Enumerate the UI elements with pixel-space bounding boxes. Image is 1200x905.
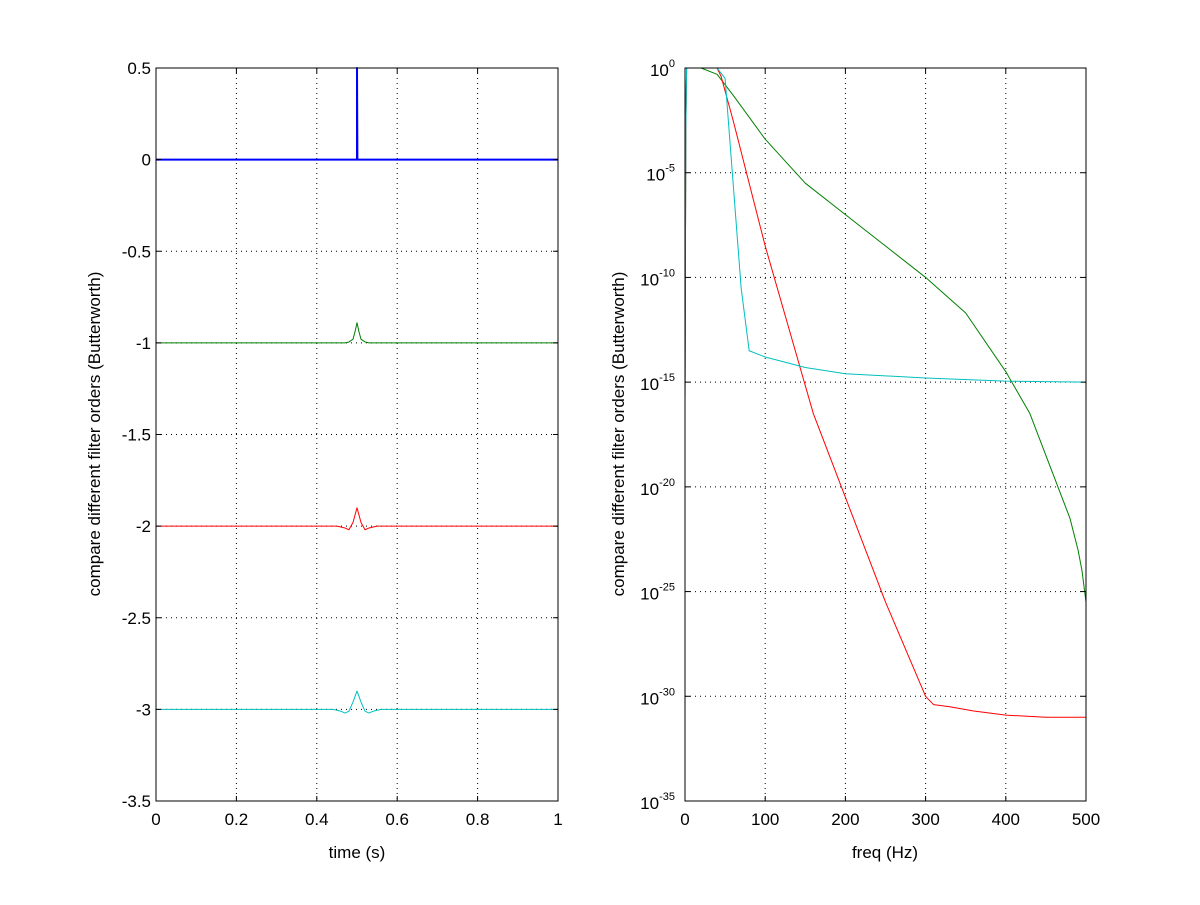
left-y-tick-label: 0.5 [127, 59, 151, 78]
right-y-tick-label: 10-25 [640, 582, 675, 604]
right-ticks: 0 100 200 300 400 500 100 10-5 10-10 10-15 10-20 10… [640, 58, 1100, 829]
left-y-tick-label: -2.5 [122, 609, 151, 628]
left-x-tick-label: 0 [151, 810, 160, 829]
right-x-tick-label: 400 [992, 810, 1020, 829]
time-domain-plot: 0 0.2 0.4 0.6 0.8 1 0.5 0 -0.5 -1 -1.5 -2 -2.5 -3 -3.5… [85, 59, 563, 862]
left-y-tick-label: 0 [142, 151, 151, 170]
left-y-axis-label: compare different filter orders (Butterw… [85, 272, 104, 597]
left-y-tick-label: -1.5 [122, 426, 151, 445]
right-x-axis-label: freq (Hz) [852, 843, 918, 862]
left-series-line [156, 690, 558, 714]
right-y-tick-label: 10-20 [640, 477, 675, 499]
right-x-tick-label: 100 [751, 810, 779, 829]
left-y-tick-label: -0.5 [122, 242, 151, 261]
left-x-tick-label: 0.4 [305, 810, 329, 829]
right-y-tick-label: 10-35 [640, 791, 675, 813]
frequency-response-plot: 0 100 200 300 400 500 100 10-5 10-10 10-15 10-20 10… [609, 58, 1100, 862]
right-y-tick-label: 100 [650, 58, 675, 80]
left-series-line [156, 67, 558, 161]
left-y-tick-label: -3 [136, 700, 151, 719]
right-x-tick-label: 200 [831, 810, 859, 829]
right-x-tick-label: 300 [911, 810, 939, 829]
left-x-tick-label: 0.2 [225, 810, 249, 829]
right-y-tick-label: 10-10 [640, 267, 675, 289]
right-x-tick-label: 0 [680, 810, 689, 829]
right-y-tick-label: 10-30 [640, 686, 675, 708]
left-series-line [156, 322, 558, 344]
left-x-tick-label: 0.8 [466, 810, 490, 829]
left-x-axis-label: time (s) [329, 843, 386, 862]
right-x-tick-label: 500 [1072, 810, 1100, 829]
left-y-tick-label: -3.5 [122, 792, 151, 811]
left-series-group [156, 67, 558, 714]
left-x-tick-label: 0.6 [385, 810, 409, 829]
right-y-axis-label: compare different filter orders (Butterw… [609, 272, 628, 597]
left-x-tick-label: 1 [553, 810, 562, 829]
right-y-tick-label: 10-5 [646, 163, 675, 185]
right-grid [685, 68, 1086, 801]
right-y-tick-label: 10-15 [640, 372, 675, 394]
left-y-tick-label: -1 [136, 334, 151, 353]
left-y-tick-label: -2 [136, 517, 151, 536]
left-ticks: 0 0.2 0.4 0.6 0.8 1 0.5 0 -0.5 -1 -1.5 -2 -2.5 -3 -3.5 [122, 59, 563, 829]
right-series-line [684, 67, 1087, 603]
left-series-line [156, 507, 558, 531]
right-plot-area [685, 68, 1086, 801]
right-axes-box [684, 67, 1087, 802]
